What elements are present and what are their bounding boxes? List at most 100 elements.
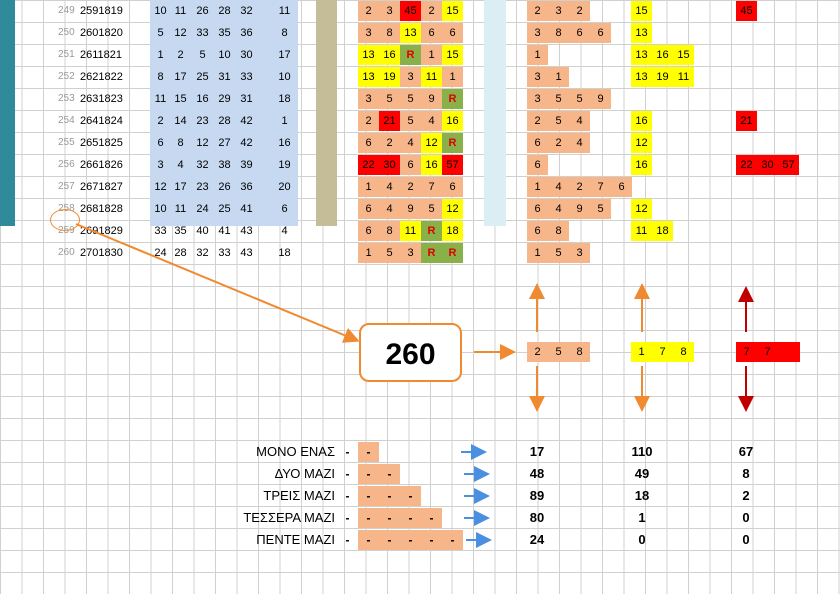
- summary-prefix: -: [345, 511, 350, 525]
- drawn-number: 32: [196, 159, 209, 171]
- gap-cell: 3: [358, 23, 379, 43]
- summary-medium-count: 0: [638, 532, 646, 547]
- gap-small-cell: 3: [527, 23, 548, 43]
- gap-cell: 5: [379, 243, 400, 263]
- drawn-number: 14: [174, 115, 187, 127]
- gap-cell: 3: [400, 243, 421, 263]
- gap-cell: 2: [358, 1, 379, 21]
- gap-cell: 4: [379, 177, 400, 197]
- gap-medium-cell: 19: [652, 67, 673, 87]
- gap-small-cell: 5: [548, 89, 569, 109]
- summary-prefix: -: [345, 445, 350, 459]
- gap-small-cell: 9: [590, 89, 611, 109]
- drawn-number: 31: [218, 71, 231, 83]
- gap-large-cell: 30: [757, 155, 778, 175]
- gap-cell: 6: [421, 23, 442, 43]
- gap-medium-cell: 13: [631, 45, 652, 65]
- pointer-arrow: [75, 223, 360, 343]
- summary-label: ΤΕΣΣΕΡΑ ΜΑΖΙ: [243, 510, 335, 525]
- count-cell: 8: [281, 27, 288, 39]
- count-cell: 17: [278, 49, 291, 61]
- summary-large-count: 0: [742, 532, 750, 547]
- drawn-number: 24: [196, 203, 209, 215]
- gap-cell: 21: [379, 111, 400, 131]
- row-260-circle: [50, 209, 80, 231]
- pattern-dash: -: [421, 508, 442, 528]
- summary-large-count: 8: [742, 466, 750, 481]
- prediction-small: 8: [569, 342, 590, 362]
- prediction-medium: 8: [673, 342, 694, 362]
- count-cell: 16: [278, 137, 291, 149]
- gap-cell: 8: [379, 221, 400, 241]
- gap-cell: 3: [400, 67, 421, 87]
- drawn-number: 31: [240, 93, 253, 105]
- gap-small-cell: 6: [590, 23, 611, 43]
- gap-medium-cell: 16: [652, 45, 673, 65]
- gap-small-cell: 7: [590, 177, 611, 197]
- summary-small-count: 17: [529, 444, 545, 459]
- count-cell: 4: [281, 225, 288, 237]
- gap-cell: 4: [400, 133, 421, 153]
- gap-cell: 15: [442, 45, 463, 65]
- gap-small-cell: 5: [569, 89, 590, 109]
- count-cell: 6: [281, 203, 288, 215]
- gap-small-cell: 9: [569, 199, 590, 219]
- gap-cell: 18: [442, 221, 463, 241]
- row-number: 252: [58, 71, 75, 82]
- prediction-large: 7: [736, 342, 757, 362]
- drawn-number: 5: [199, 49, 206, 61]
- gap-cell: R: [442, 243, 463, 263]
- draw-id: 2701830: [80, 247, 123, 259]
- drawn-number: 3: [157, 159, 164, 171]
- gap-cell: 1: [421, 45, 442, 65]
- gap-medium-cell: 13: [631, 23, 652, 43]
- drawn-number: 36: [240, 27, 253, 39]
- drawn-number: 12: [174, 27, 187, 39]
- gap-cell: R: [421, 221, 442, 241]
- gap-cell: 1: [442, 67, 463, 87]
- pattern-dash: -: [379, 508, 400, 528]
- prediction-large-fill: [778, 342, 800, 362]
- gap-small-cell: 6: [527, 221, 548, 241]
- gap-cell: 13: [400, 23, 421, 43]
- summary-prefix: -: [345, 467, 350, 481]
- gap-medium-cell: 13: [631, 67, 652, 87]
- summary-medium-count: 1: [638, 510, 646, 525]
- draw-id: 2671827: [80, 181, 123, 193]
- drawn-number: 29: [218, 93, 231, 105]
- drawn-number: 24: [154, 247, 167, 259]
- gap-cell: 13: [358, 67, 379, 87]
- summary-small-count: 48: [529, 466, 545, 481]
- drawn-number: 2: [157, 115, 164, 127]
- count-cell: 20: [278, 181, 291, 193]
- draw-id: 2651825: [80, 137, 123, 149]
- gap-cell: 15: [442, 1, 463, 21]
- pattern-dash: -: [358, 442, 379, 462]
- drawn-number: 43: [240, 247, 253, 259]
- gap-cell: 12: [442, 199, 463, 219]
- drawn-number: 27: [218, 137, 231, 149]
- gap-cell: 5: [379, 89, 400, 109]
- drawn-number: 17: [174, 71, 187, 83]
- gap-cell: 8: [379, 23, 400, 43]
- drawn-number: 1: [157, 49, 164, 61]
- gap-large-cell: 21: [736, 111, 757, 131]
- pattern-dash: -: [358, 464, 379, 484]
- draw-id: 2681828: [80, 203, 123, 215]
- drawn-number: 10: [154, 203, 167, 215]
- drawn-number: 8: [177, 137, 184, 149]
- gap-small-cell: 4: [548, 177, 569, 197]
- gap-small-cell: 2: [548, 133, 569, 153]
- drawn-number: 35: [218, 27, 231, 39]
- draw-id: 2611821: [80, 49, 123, 61]
- summary-large-count: 2: [742, 488, 750, 503]
- row-number: 253: [58, 93, 75, 104]
- gap-small-cell: 8: [548, 23, 569, 43]
- gap-cell: 9: [421, 89, 442, 109]
- draw-id: 2661826: [80, 159, 123, 171]
- gap-cell: 6: [400, 155, 421, 175]
- pattern-dash: -: [358, 508, 379, 528]
- pattern-dash: -: [400, 486, 421, 506]
- gap-cell: 6: [358, 133, 379, 153]
